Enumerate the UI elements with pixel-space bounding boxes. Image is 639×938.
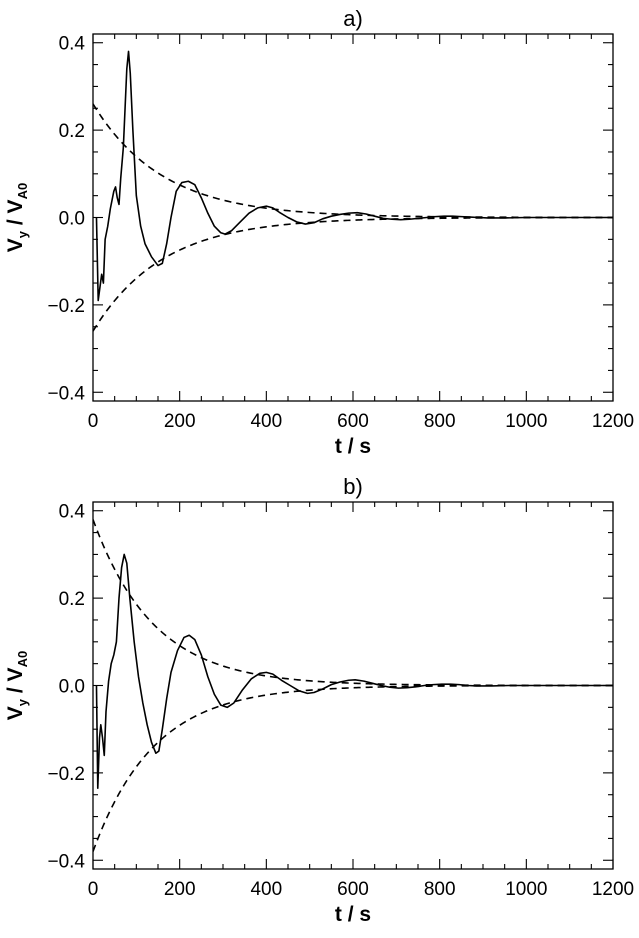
velocity-series-line [95,553,613,789]
y-axis-label-subscript: A0 [15,651,30,668]
x-tick-label: 400 [250,411,282,432]
y-axis-label-part: V [4,238,27,252]
y-tick-label: 0.0 [59,677,85,698]
y-tick-label: −0.2 [47,764,85,785]
x-tick-label: 600 [337,411,369,432]
y-tick-label: 0.0 [59,209,85,230]
x-tick-label: 0 [88,411,99,432]
x-tick-label: 200 [164,879,196,900]
panel-title: a) [343,6,363,31]
y-tick-label: 0.4 [59,502,86,523]
upper-envelope-line [93,103,613,219]
velocity-series-line [95,50,613,302]
y-axis-label-subscript: y [15,698,30,706]
y-axis-label-part: V [4,706,27,720]
y-axis-label-part: / [4,681,27,699]
y-tick-label: −0.4 [47,383,85,404]
x-tick-label: 1000 [505,411,547,432]
y-axis-label-subscript: y [15,230,30,238]
upper-envelope-line [93,519,613,687]
lower-envelope-line [93,684,613,852]
panel-title: b) [343,474,363,499]
y-axis-label-part: V [4,199,27,213]
x-tick-label: 600 [337,879,369,900]
y-axis-label: Vy / VA0 [4,183,30,252]
x-tick-label: 1000 [505,879,547,900]
y-tick-label: −0.4 [47,851,85,872]
y-axis-label-subscript: A0 [15,183,30,200]
x-tick-label: 200 [164,411,196,432]
x-axis-label: t / s [335,903,371,926]
x-tick-label: 400 [250,879,282,900]
x-tick-label: 1200 [592,879,634,900]
x-tick-label: 1200 [592,411,634,432]
y-axis-label: Vy / VA0 [4,651,30,720]
y-tick-label: 0.2 [59,121,85,142]
y-tick-label: 0.4 [59,34,86,55]
chart-panel-a: a) 0 200 400 600 800 1000 1200 −0.4 −0.2 0.0 0.2 0.4… [4,6,634,458]
x-tick-label: 800 [424,411,456,432]
chart-panel-b: b) 0 200 400 600 800 1000 1200 −0.4 −0.2 0.0 0.2 0.4… [4,474,634,926]
y-axis-label-part: / [4,213,27,231]
y-axis-label-part: V [4,667,27,681]
x-tick-label: 0 [88,879,99,900]
x-tick-label: 800 [424,879,456,900]
x-axis-label: t / s [335,435,371,458]
lower-envelope-line [93,216,613,332]
y-tick-label: 0.2 [59,589,85,610]
y-tick-label: −0.2 [47,296,85,317]
